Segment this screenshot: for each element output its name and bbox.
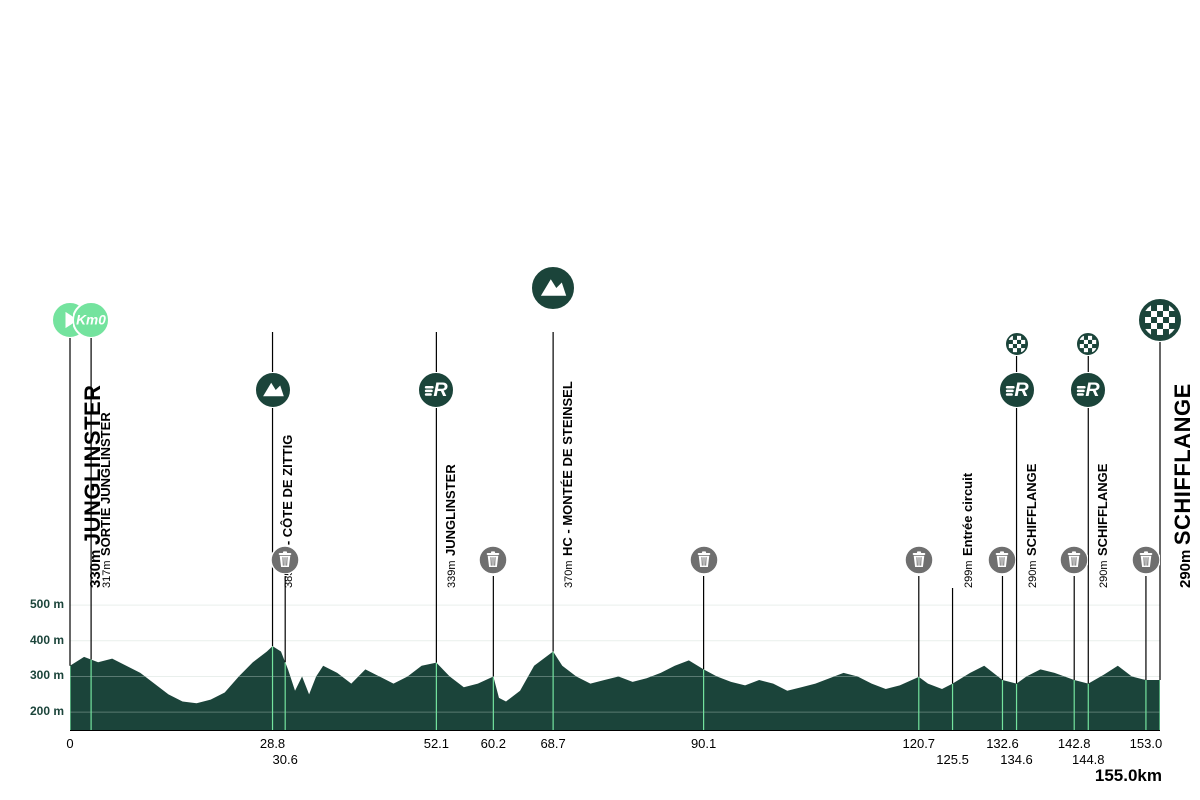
bonus_small-icon xyxy=(1005,332,1029,356)
y-axis-label: 200 m xyxy=(12,704,64,718)
km0-icon: Km0 xyxy=(73,302,109,338)
svg-text:R: R xyxy=(1086,379,1101,401)
trash-icon xyxy=(690,546,718,574)
climb_big-icon xyxy=(531,266,575,310)
km-label: 52.1 xyxy=(424,736,449,751)
marker-label: 370m HC - MONTÉE DE STEINSEL xyxy=(559,381,577,588)
km-label: 30.6 xyxy=(273,752,298,767)
total-distance-label: 155.0km xyxy=(1095,766,1162,786)
km-label: 68.7 xyxy=(540,736,565,751)
svg-text:R: R xyxy=(434,379,449,401)
trash-icon xyxy=(271,546,299,574)
finish-icon xyxy=(1138,298,1182,342)
elevation-fill xyxy=(70,646,1160,730)
km-label: 90.1 xyxy=(691,736,716,751)
y-axis-label: 300 m xyxy=(12,668,64,682)
trash-icon xyxy=(905,546,933,574)
y-axis-label: 400 m xyxy=(12,633,64,647)
sprint-icon: R xyxy=(999,372,1035,408)
svg-text:Km0: Km0 xyxy=(76,312,106,327)
marker-label: 290m SCHIFFLANGE xyxy=(1094,464,1112,588)
km-label: 0 xyxy=(66,736,73,751)
km-label: 120.7 xyxy=(903,736,936,751)
km-label: 28.8 xyxy=(260,736,285,751)
marker-label: 299m Entrée circuit xyxy=(959,473,977,588)
km-label: 60.2 xyxy=(481,736,506,751)
sprint-icon: R xyxy=(418,372,454,408)
km-label: 134.6 xyxy=(1000,752,1033,767)
km-label: 125.5 xyxy=(936,752,969,767)
km-label: 142.8 xyxy=(1058,736,1091,751)
y-axis-label: 500 m xyxy=(12,597,64,611)
svg-text:R: R xyxy=(1014,379,1029,401)
trash-icon xyxy=(988,546,1016,574)
climb_small-icon xyxy=(255,372,291,408)
marker-label: 290m SCHIFFLANGE xyxy=(1023,464,1041,588)
km-label: 153.0 xyxy=(1130,736,1163,751)
trash-icon xyxy=(1060,546,1088,574)
trash-icon xyxy=(1132,546,1160,574)
bonus_small-icon xyxy=(1076,332,1100,356)
marker-label: 339m JUNGLINSTER xyxy=(442,464,460,588)
km-label: 132.6 xyxy=(986,736,1019,751)
marker-label: 290m SCHIFFLANGE xyxy=(1170,383,1196,588)
marker-label: 317m SORTIE JUNGLINSTER xyxy=(97,412,115,588)
sprint-icon: R xyxy=(1070,372,1106,408)
km-label: 144.8 xyxy=(1072,752,1105,767)
trash-icon xyxy=(479,546,507,574)
